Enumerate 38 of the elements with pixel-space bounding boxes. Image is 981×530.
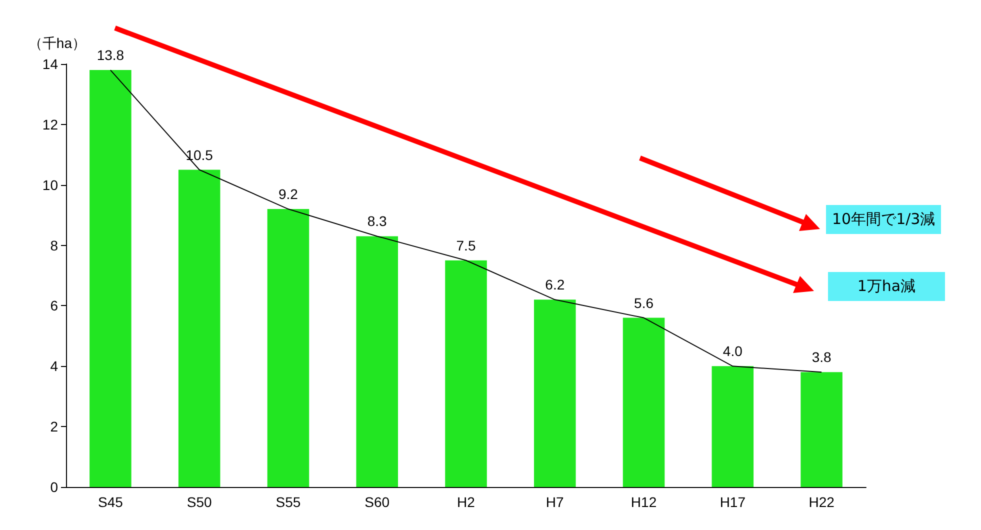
text: 7.5 [456, 237, 476, 254]
text: 5.6 [634, 294, 654, 311]
bar [445, 260, 487, 487]
text: 9.2 [278, 186, 298, 202]
y-tick-label: 10 [42, 176, 58, 193]
x-tick-label: H2 [457, 494, 476, 510]
text: 6.2 [545, 276, 565, 293]
y-tick-label: 8 [50, 237, 58, 254]
x-tick-label: H7 [546, 494, 564, 510]
text: 3.8 [812, 349, 832, 366]
y-tick-label: 6 [50, 298, 58, 314]
note-box: 1万ha減 [828, 272, 945, 301]
x-tick-label: H12 [630, 494, 657, 510]
bar [622, 318, 665, 487]
bar [356, 236, 398, 487]
x-tick-label: H17 [720, 494, 746, 510]
bar [534, 300, 576, 487]
text: 13.8 [96, 47, 124, 64]
bar [90, 70, 132, 487]
y-tick-label: 12 [42, 116, 58, 132]
text: 8.3 [367, 213, 387, 230]
x-tick-label: S60 [364, 494, 390, 510]
bar [712, 366, 754, 487]
y-tick-label: 4 [50, 358, 58, 374]
note-box: 10年間で1/3減 [826, 205, 942, 234]
bar [178, 170, 220, 487]
y-axis-title: （千ha） [28, 35, 86, 51]
x-tick-label: S55 [276, 494, 301, 510]
y-tick-label: 0 [50, 479, 58, 495]
bar [267, 209, 310, 487]
bar [800, 372, 842, 487]
x-tick-label: S50 [186, 494, 212, 510]
y-tick-label: 14 [42, 56, 58, 72]
x-tick-label: S45 [98, 494, 124, 510]
x-tick-label: H22 [808, 494, 835, 510]
y-tick-label: 2 [50, 418, 58, 435]
text: 10.5 [186, 146, 213, 163]
text: 4.0 [722, 343, 742, 360]
